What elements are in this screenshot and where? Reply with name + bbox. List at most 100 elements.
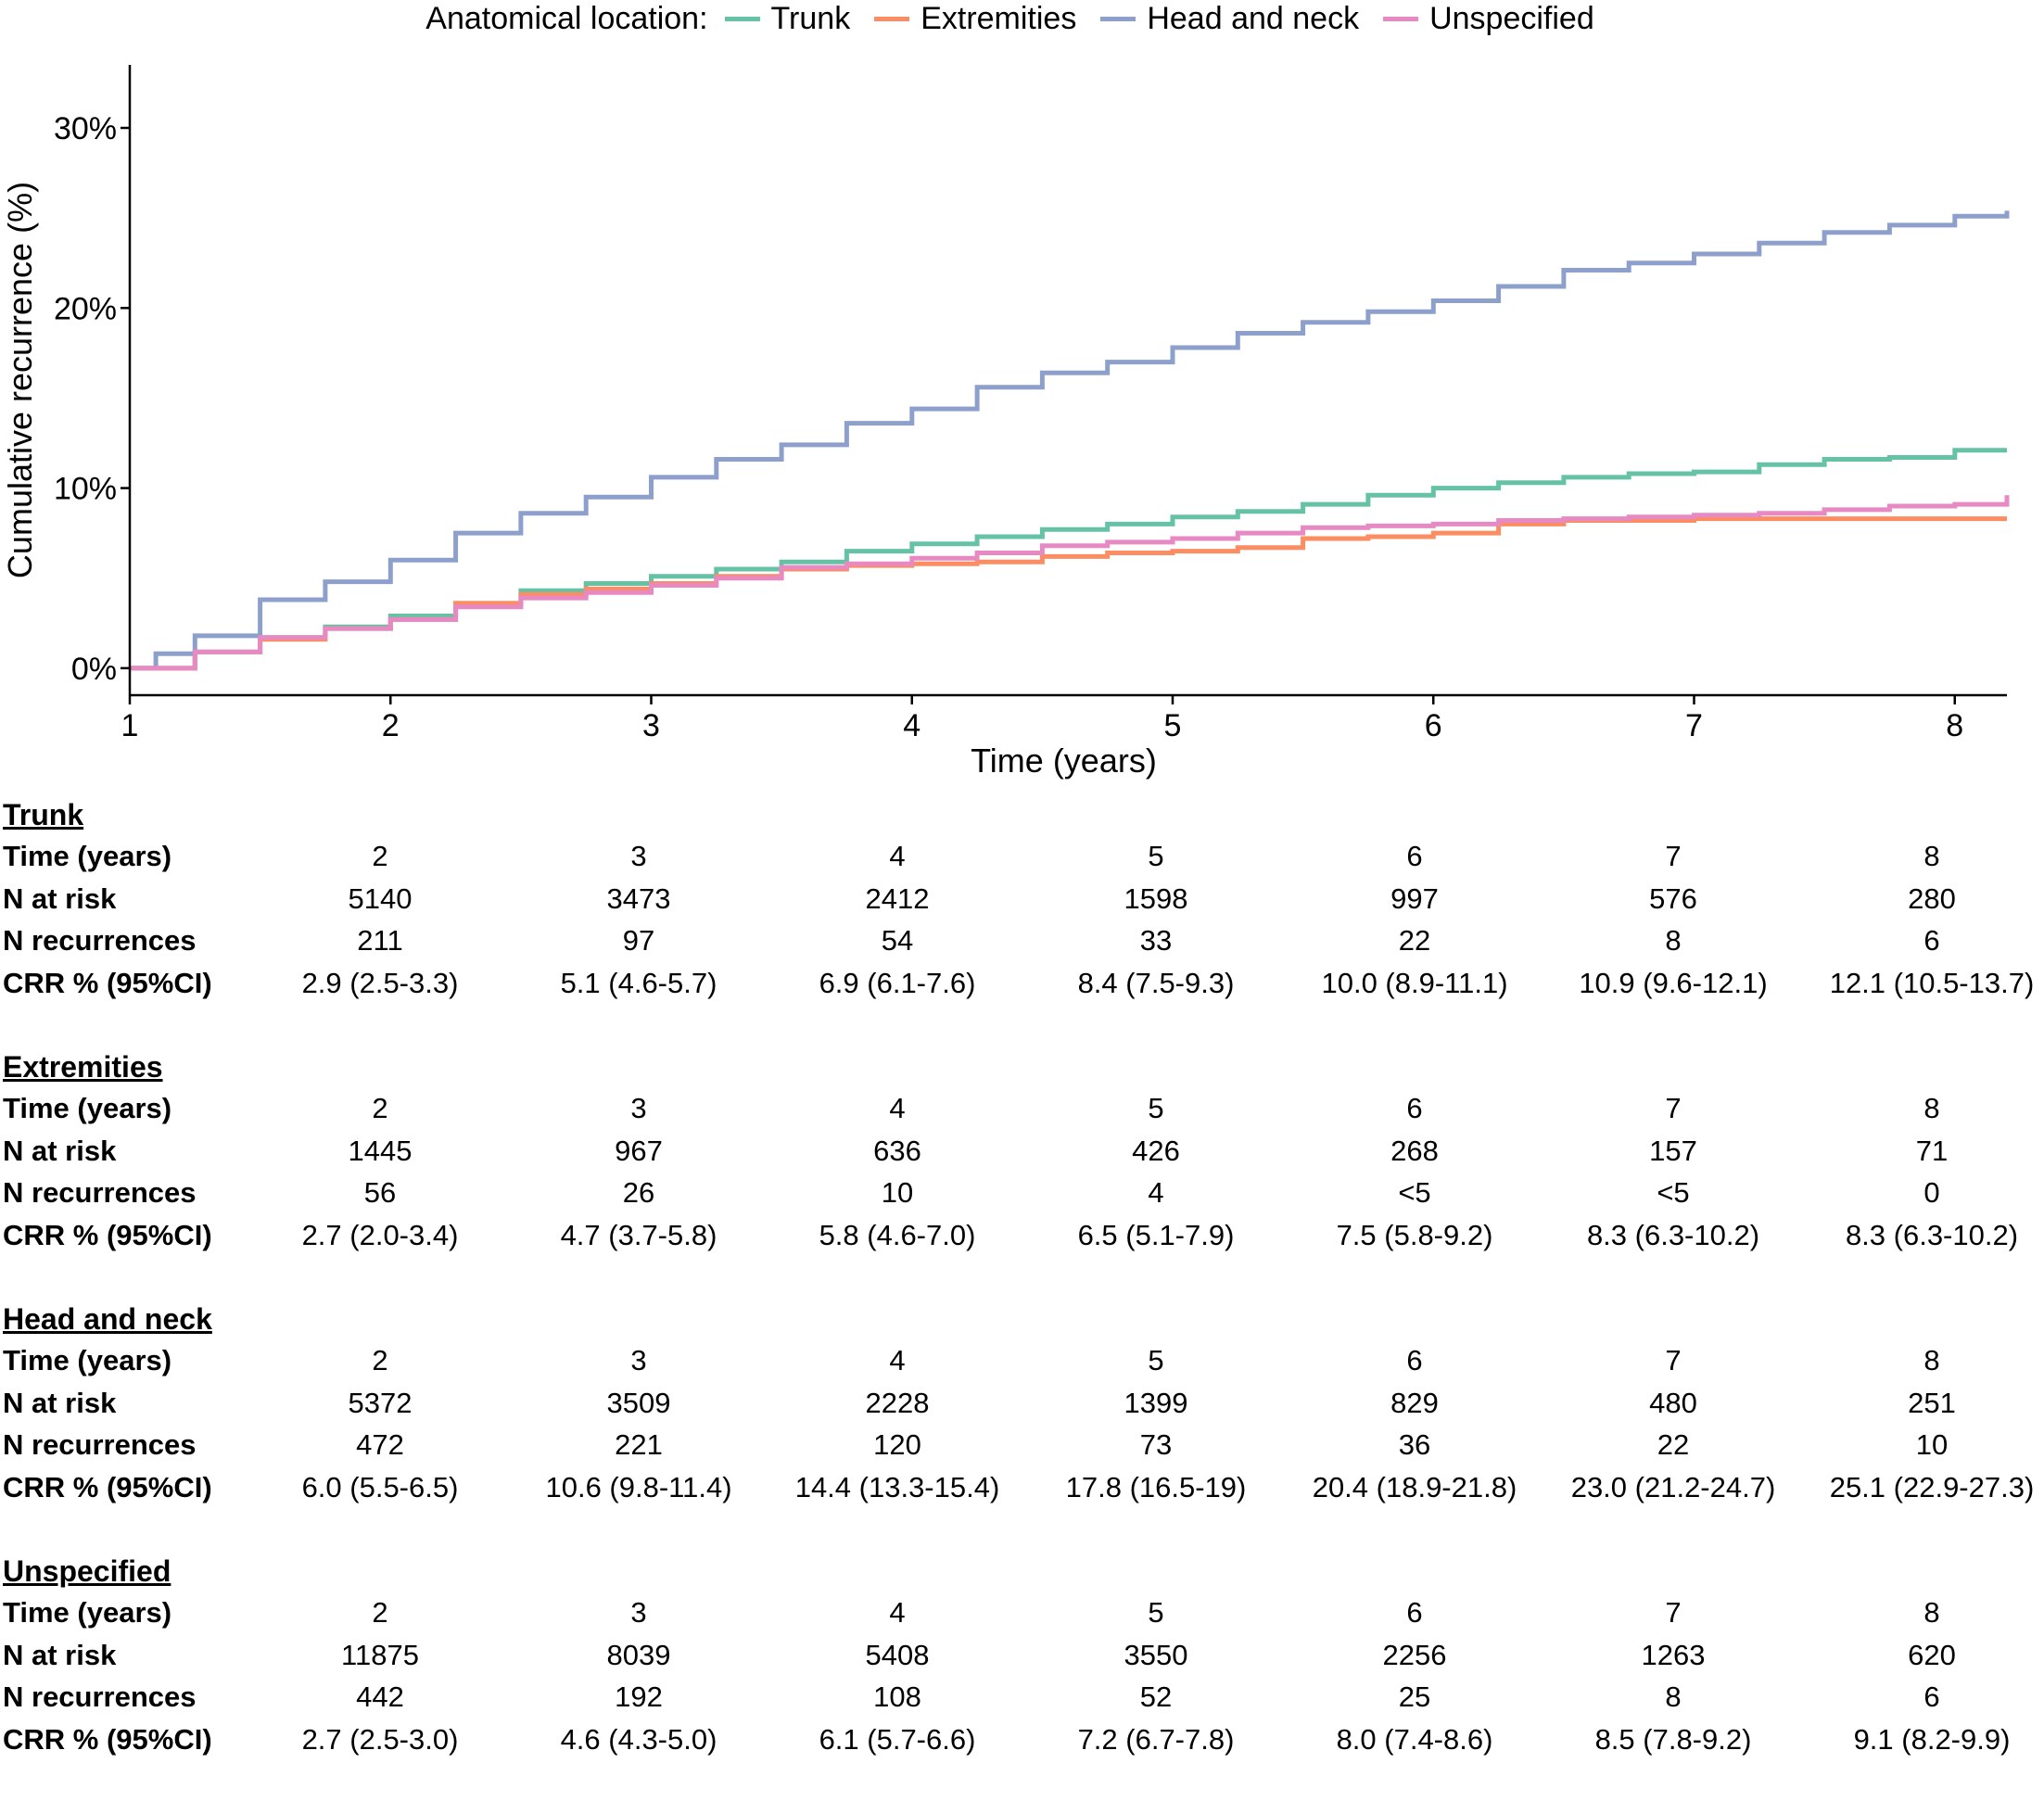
risk-table-title: Head and neck <box>3 1302 212 1336</box>
table-cell: 7 <box>1665 1092 1682 1124</box>
x-tick-label: 4 <box>903 708 920 743</box>
table-cell: 8.3 (6.3-10.2) <box>1845 1218 2019 1251</box>
table-cell: 0 <box>1923 1176 1940 1209</box>
table-cell: 480 <box>1649 1386 1697 1419</box>
legend-label-extremities: Extremities <box>920 0 1077 36</box>
table-cell: 8 <box>1923 1596 1940 1629</box>
table-cell: 2.7 (2.0-3.4) <box>301 1218 459 1251</box>
table-cell: 8 <box>1923 1092 1940 1124</box>
table-cell: 5 <box>1148 1344 1164 1376</box>
row-label: CRR % (95%CI) <box>3 1218 212 1251</box>
table-cell: 6.9 (6.1-7.6) <box>819 966 976 999</box>
chart-legend: Anatomical location: Trunk Extremities H… <box>0 0 2044 37</box>
table-cell: 4.7 (3.7-5.8) <box>560 1218 717 1251</box>
row-label: N at risk <box>3 1386 117 1419</box>
table-cell: 10.0 (8.9-11.1) <box>1321 966 1508 999</box>
legend-key-head-and-neck <box>1100 16 1136 21</box>
series-line-extremities <box>130 516 2007 671</box>
table-cell: 2.9 (2.5-3.3) <box>301 966 459 999</box>
legend-label-head-and-neck: Head and neck <box>1147 0 1360 36</box>
table-cell: 6 <box>1923 924 1940 957</box>
risk-table-row: N recurrences 211 97 54 33 22 8 6 <box>0 920 2044 961</box>
risk-table-row: CRR % (95%CI) 2.9 (2.5-3.3) 5.1 (4.6-5.7) 6… <box>0 962 2044 1004</box>
table-cell: 8 <box>1665 1681 1682 1713</box>
series-line-unspecified <box>130 495 2010 671</box>
table-cell: 5140 <box>348 881 413 915</box>
table-cell: 157 <box>1649 1134 1697 1167</box>
series-layer <box>130 210 2010 671</box>
table-cell: 3509 <box>606 1386 671 1419</box>
table-cell: 6 <box>1923 1681 1940 1713</box>
table-cell: 3 <box>630 840 647 872</box>
table-cell: 14.4 (13.3-15.4) <box>794 1470 1000 1503</box>
row-label: CRR % (95%CI) <box>3 1470 212 1503</box>
table-cell: 5 <box>1148 840 1164 872</box>
table-cell: 17.8 (16.5-19) <box>1065 1470 1247 1503</box>
table-cell: 2 <box>372 1092 388 1124</box>
table-cell: 10 <box>881 1176 914 1209</box>
table-cell: 967 <box>615 1134 663 1167</box>
table-cell: 3 <box>630 1344 647 1376</box>
row-label: N recurrences <box>3 924 197 957</box>
table-cell: 8 <box>1923 1344 1940 1376</box>
table-cell: 5408 <box>865 1638 930 1671</box>
table-cell: 1263 <box>1641 1638 1706 1671</box>
table-cell: 636 <box>873 1134 921 1167</box>
table-cell: 22 <box>1398 924 1431 957</box>
table-cell: 3 <box>630 1092 647 1124</box>
table-cell: 8.0 (7.4-8.6) <box>1336 1722 1493 1756</box>
y-tick-label: 10% <box>54 472 117 507</box>
table-cell: 2.7 (2.5-3.0) <box>301 1722 459 1756</box>
table-cell: 6.0 (5.5-6.5) <box>301 1470 459 1503</box>
table-cell: 6 <box>1406 840 1423 872</box>
table-cell: 2228 <box>865 1386 930 1419</box>
legend-label-unspecified: Unspecified <box>1429 0 1594 36</box>
table-cell: 22 <box>1657 1428 1690 1461</box>
row-label: Time (years) <box>3 1596 172 1629</box>
table-cell: 10.6 (9.8-11.4) <box>545 1470 732 1503</box>
row-label: Time (years) <box>3 1092 172 1124</box>
table-cell: 1399 <box>1124 1386 1188 1419</box>
table-cell: 20.4 (18.9-21.8) <box>1312 1470 1517 1503</box>
x-tick-label: 3 <box>642 708 660 743</box>
table-cell: 5.1 (4.6-5.7) <box>560 966 717 999</box>
x-tick-label: 6 <box>1425 708 1442 743</box>
row-label: N recurrences <box>3 1428 197 1461</box>
table-cell: 268 <box>1390 1134 1439 1167</box>
table-cell: 7 <box>1665 1596 1682 1629</box>
risk-table-row: CRR % (95%CI) 6.0 (5.5-6.5) 10.6 (9.8-11.4… <box>0 1466 2044 1508</box>
x-axis-label: Time (years) <box>971 742 1157 780</box>
risk-table-row: N recurrences 56 26 10 4 <5 <5 0 <box>0 1172 2044 1213</box>
legend-key-trunk <box>724 16 760 21</box>
legend-key-unspecified <box>1383 16 1419 21</box>
table-cell: 11875 <box>341 1638 419 1671</box>
x-tick-label: 7 <box>1685 708 1703 743</box>
table-cell: 8 <box>1665 924 1682 957</box>
table-cell: 4 <box>889 1344 906 1376</box>
table-cell: 33 <box>1139 924 1173 957</box>
table-cell: <5 <box>1398 1176 1431 1209</box>
table-cell: 997 <box>1390 881 1439 915</box>
risk-table-row: N at risk 5372 3509 2228 1399 829 480 251 <box>0 1382 2044 1424</box>
legend-item-trunk: Trunk <box>724 1 850 37</box>
table-cell: 6 <box>1406 1596 1423 1629</box>
row-label: N at risk <box>3 1638 117 1671</box>
row-label: N at risk <box>3 1134 117 1167</box>
row-label: CRR % (95%CI) <box>3 1722 212 1756</box>
table-cell: 8.4 (7.5-9.3) <box>1077 966 1235 999</box>
risk-table-row: CRR % (95%CI) 2.7 (2.5-3.0) 4.6 (4.3-5.0) 6… <box>0 1719 2044 1760</box>
table-cell: 7.2 (6.7-7.8) <box>1077 1722 1235 1756</box>
table-cell: 9.1 (8.2-9.9) <box>1853 1722 2011 1756</box>
table-cell: 10 <box>1915 1428 1949 1461</box>
table-cell: 472 <box>356 1428 404 1461</box>
table-cell: 4 <box>1148 1176 1164 1209</box>
risk-table-row: N at risk 1445 967 636 426 268 157 71 <box>0 1130 2044 1172</box>
table-cell: 426 <box>1132 1134 1180 1167</box>
table-cell: 5 <box>1148 1596 1164 1629</box>
table-cell: 73 <box>1139 1428 1173 1461</box>
table-cell: 4.6 (4.3-5.0) <box>560 1722 717 1756</box>
y-tick-label: 0% <box>71 652 117 687</box>
risk-table-extremities: Extremities Time (years) 2 3 4 5 6 7 8 N at risk 1… <box>0 1045 2044 1297</box>
table-cell: 56 <box>363 1176 397 1209</box>
x-tick-label: 1 <box>121 708 139 743</box>
